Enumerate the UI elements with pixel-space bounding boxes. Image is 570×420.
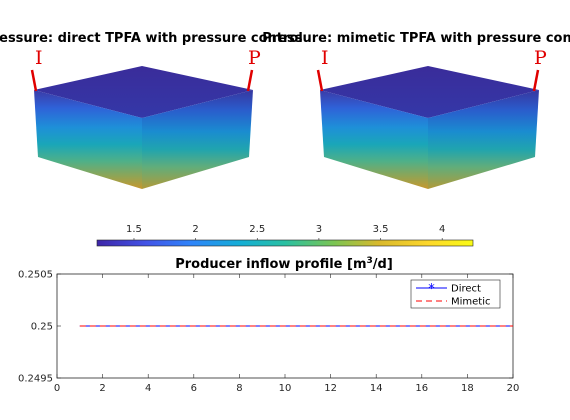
panel-title-direct: Pressure: direct TPFA with pressure cont… <box>0 31 303 46</box>
injector-well-mimetic <box>316 69 324 92</box>
chart-title-end: /d] <box>373 257 393 272</box>
injector-label-mimetic: I <box>321 47 329 69</box>
x-tick-label: 8 <box>236 383 242 394</box>
reservoir-block-direct <box>34 66 253 189</box>
legend: * Direct Mimetic <box>410 279 501 309</box>
x-tick-label: 12 <box>324 383 337 394</box>
x-tick-label: 16 <box>415 383 428 394</box>
x-tick-label: 20 <box>507 383 520 394</box>
x-tick-label: 6 <box>191 383 197 394</box>
producer-well-mimetic <box>532 69 540 92</box>
chart-title-main: Producer inflow profile [m <box>175 257 366 272</box>
colorbar-tick-label: 2.5 <box>249 224 265 235</box>
colorbar-ticks: 1.5 2 2.5 3 3.5 4 <box>126 224 445 240</box>
x-tick-label: 14 <box>370 383 383 394</box>
plot-area: 0 2 4 6 8 10 12 14 16 18 20 0.2495 0.25 0.2505 * Direct… <box>18 270 519 395</box>
x-tick-label: 18 <box>461 383 474 394</box>
y-tick-label: 0.2495 <box>18 374 53 385</box>
injector-label-direct: I <box>35 47 43 69</box>
panel-title-mimetic: Pressure: mimetic TPFA with pressure con… <box>262 31 570 46</box>
colorbar-tick-label: 2 <box>192 224 198 235</box>
x-tick-label: 0 <box>54 383 60 394</box>
colorbar-tick-label: 1.5 <box>126 224 142 235</box>
legend-label-direct: Direct <box>451 284 481 295</box>
producer-label-direct: P <box>248 47 261 69</box>
chart-title: Producer inflow profile [m3/d] <box>175 256 393 272</box>
producer-label-mimetic: P <box>534 47 547 69</box>
colorbar-tick-label: 3 <box>316 224 322 235</box>
legend-box <box>410 279 501 309</box>
reservoir-block-mimetic <box>320 66 539 189</box>
colorbar-tick-label: 3.5 <box>373 224 389 235</box>
legend-label-mimetic: Mimetic <box>451 297 491 308</box>
y-tick-label: 0.25 <box>31 322 53 333</box>
legend-marker-direct: * <box>428 282 435 297</box>
x-tick-label: 4 <box>145 383 151 394</box>
colorbar-tick-label: 4 <box>439 224 445 235</box>
colorbar <box>96 239 474 247</box>
producer-well-direct <box>246 69 254 92</box>
y-tick-label: 0.2505 <box>18 270 53 281</box>
x-tick-label: 10 <box>279 383 292 394</box>
x-tick-label: 2 <box>99 383 105 394</box>
injector-well-direct <box>30 69 38 92</box>
chart-title-sup: 3 <box>367 256 373 266</box>
